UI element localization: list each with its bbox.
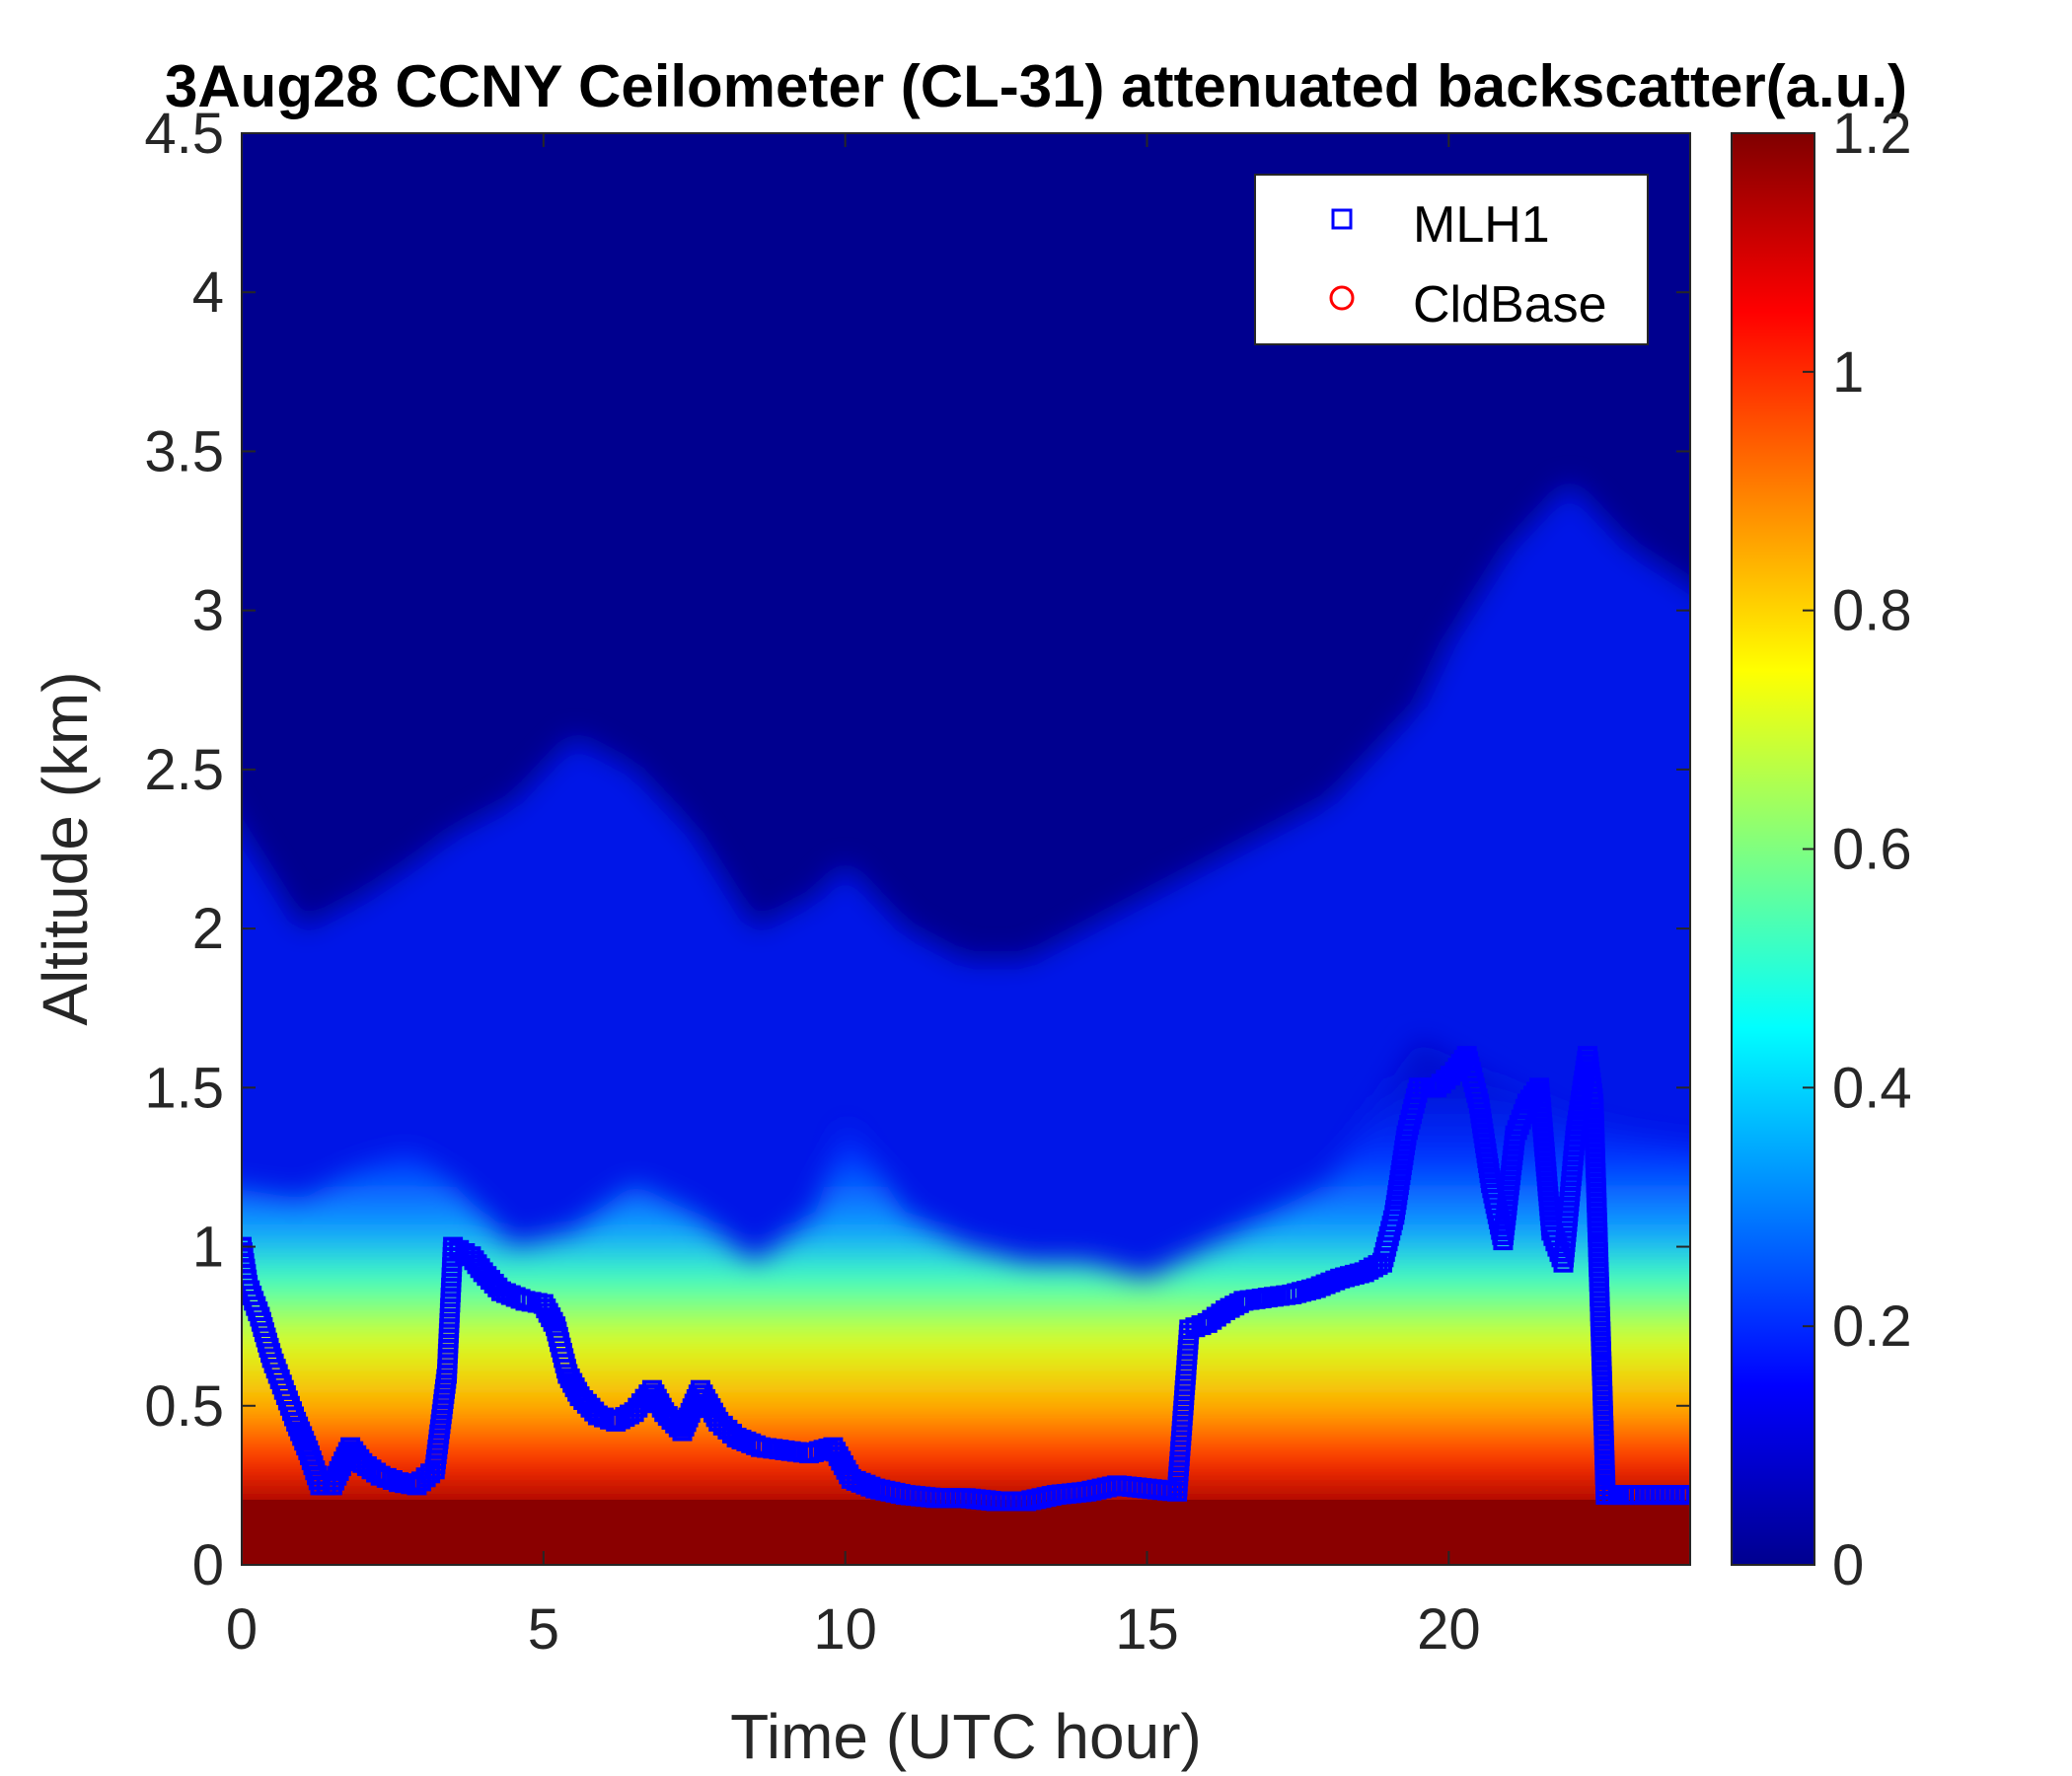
y-tick-label: 2 [192, 897, 224, 961]
x-tick-label: 0 [226, 1597, 258, 1662]
y-tick-label: 3 [192, 579, 224, 643]
legend-box [1254, 174, 1649, 345]
colorbar-tick-label: 1.2 [1832, 102, 1912, 166]
mlh1-series [242, 1046, 1690, 1512]
colorbar-tick-label: 0.4 [1832, 1056, 1912, 1120]
mlh1-point [1680, 1485, 1690, 1506]
y-tick-label: 1.5 [144, 1056, 224, 1120]
x-tick-label: 15 [1115, 1597, 1179, 1662]
x-axis-label: Time (UTC hour) [730, 1701, 1202, 1772]
x-axis: 0 5 10 15 20 [226, 133, 1481, 1662]
y-tick-label: 0.5 [144, 1374, 224, 1439]
colorbar-ticks: 0 0.2 0.4 0.6 0.8 1 1.2 [1803, 102, 1912, 1597]
y-tick-label: 4 [192, 260, 224, 325]
y-tick-label: 4.5 [144, 102, 224, 166]
legend-label-cldbase: CldBase [1413, 276, 1607, 333]
heatmap-surface-layer [242, 1500, 1690, 1565]
plot-frame [241, 132, 1691, 1566]
y-tick-label: 3.5 [144, 419, 224, 483]
colorbar-tick-label: 0.6 [1832, 818, 1912, 882]
colorbar-tick-label: 1 [1832, 340, 1864, 405]
y-axis-label: Altitude (km) [30, 671, 101, 1025]
x-tick-label: 5 [528, 1597, 559, 1662]
legend-marker-cldbase [1329, 285, 1355, 311]
heatmap-aerosol-layer [242, 1040, 1690, 1565]
colorbar-tick-label: 0 [1832, 1533, 1864, 1597]
x-tick-label: 20 [1417, 1597, 1481, 1662]
chart-title: 3Aug28 CCNY Ceilometer (CL-31) attenuate… [165, 53, 1907, 119]
y-axis: 0 0.5 1 1.5 2 2.5 3 3.5 4 4.5 [144, 102, 1690, 1597]
y-tick-label: 0 [192, 1533, 224, 1597]
heatmap [242, 133, 1690, 1565]
y-tick-label: 2.5 [144, 738, 224, 802]
legend: MLH1 CldBase [1254, 174, 1649, 345]
legend-label-mlh1: MLH1 [1413, 196, 1550, 254]
colorbar-tick-label: 0.2 [1832, 1295, 1912, 1359]
y-tick-label: 1 [192, 1216, 224, 1280]
legend-marker-mlh1 [1331, 208, 1353, 230]
colorbar-tick-label: 0.8 [1832, 579, 1912, 643]
colorbar [1731, 132, 1815, 1566]
x-tick-label: 10 [813, 1597, 877, 1662]
